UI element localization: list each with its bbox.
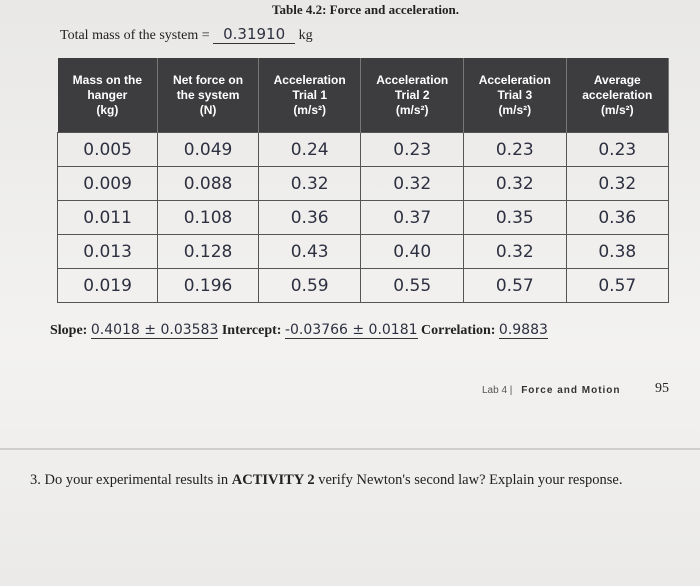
table-cell: 0.55 [360, 268, 464, 303]
page-number: 95 [655, 381, 669, 396]
table-cell: 0.38 [565, 234, 670, 269]
intercept-label: Intercept: [221, 323, 282, 338]
header-line: hanger [87, 87, 128, 102]
header-row: Mass on the hanger (kg) Net force on the sys… [57, 58, 670, 133]
table-cell: 0.35 [463, 200, 567, 235]
table-cell: 0.57 [463, 268, 567, 303]
lab-number: Lab 4 [482, 385, 508, 396]
table-cell: 0.32 [463, 166, 567, 201]
header-line: (N) [199, 102, 217, 117]
table-cell: 0.019 [56, 268, 159, 303]
table-cell: 0.196 [157, 268, 259, 303]
caption: Table 4.2: Force and acceleration. [272, 2, 460, 17]
table-cell: 0.23 [360, 132, 464, 167]
slope-label: Slope: [50, 323, 88, 338]
question-emphasis: ACTIVITY 2 [231, 472, 315, 488]
header-line: (kg) [96, 102, 119, 117]
header-line: (m/s²) [293, 102, 326, 117]
header-cell: Average acceleration (m/s²) [566, 58, 670, 133]
data-table: Mass on the hanger (kg) Net force on the sys… [56, 58, 670, 303]
header-line: acceleration [582, 87, 653, 102]
table-cell: 0.088 [157, 166, 259, 201]
header-line: Mass on the [72, 72, 143, 87]
header-line: Trial 2 [394, 87, 430, 102]
mass-unit: kg [298, 28, 313, 43]
header-line: Acceleration [478, 72, 551, 87]
table-cell: 0.32 [463, 234, 567, 269]
table-cell: 0.005 [56, 132, 159, 167]
footer: Lab 4 | Force and Motion [482, 385, 621, 396]
table-cell: 0.43 [257, 234, 362, 269]
table-cell: 0.049 [157, 132, 259, 167]
slope-value: 0.4018 ± 0.03583 [90, 322, 219, 339]
header-line: (m/s²) [600, 102, 634, 117]
table-row: 0.009 0.088 0.32 0.32 0.32 0.32 [56, 166, 670, 201]
mass-value: 0.31910 [213, 25, 296, 44]
question-text: verify Newton's second law? Explain your… [314, 472, 623, 488]
table-cell: 0.57 [565, 268, 670, 303]
table-cell: 0.36 [565, 200, 670, 235]
table-row: 0.013 0.128 0.43 0.40 0.32 0.38 [56, 234, 670, 269]
table-row: 0.011 0.108 0.36 0.37 0.35 0.36 [56, 200, 670, 235]
correlation-label: Correlation: [421, 323, 496, 338]
header-cell: Acceleration Trial 1 (m/s²) [258, 58, 362, 133]
table-cell: 0.23 [463, 132, 567, 167]
fit-results: Slope: 0.4018 ± 0.03583 Intercept: -0.03… [50, 322, 548, 339]
header-cell: Mass on the hanger (kg) [57, 58, 159, 133]
intercept-value: -0.03766 ± 0.0181 [284, 322, 418, 339]
header-line: (m/s²) [395, 102, 429, 117]
header-cell: Acceleration Trial 2 (m/s²) [360, 58, 464, 133]
table-body: 0.005 0.049 0.24 0.23 0.23 0.23 0.009 0.088 0.32… [56, 132, 670, 303]
table-cell: 0.009 [56, 166, 159, 201]
header-line: Trial 3 [497, 87, 533, 102]
header-line: Net force on [173, 72, 244, 87]
question-text: Do your experimental results in [44, 472, 232, 488]
header-cell: Net force on the system (N) [157, 58, 259, 133]
table-cell: 0.011 [56, 200, 159, 235]
table-cell: 0.59 [257, 268, 362, 303]
table-row: 0.019 0.196 0.59 0.55 0.57 0.57 [56, 268, 670, 303]
header-line: Average [593, 72, 641, 87]
header-cell: Acceleration Trial 3 (m/s²) [463, 58, 567, 133]
lab-title: Force and Motion [521, 385, 621, 396]
table-row: 0.005 0.049 0.24 0.23 0.23 0.23 [56, 132, 670, 167]
table-cell: 0.32 [360, 166, 464, 201]
table-cell: 0.40 [360, 234, 464, 269]
table-cell: 0.32 [257, 166, 362, 201]
total-mass: Total mass of the system = 0.31910 kg [60, 25, 313, 44]
question: 3. Do your experimental results in ACTIV… [30, 472, 622, 489]
table-cell: 0.32 [565, 166, 670, 201]
table-cell: 0.23 [565, 132, 670, 167]
mass-label: Total mass of the system = [60, 28, 210, 43]
table-cell: 0.128 [157, 234, 259, 269]
page-break [0, 448, 700, 450]
table-cell: 0.24 [257, 132, 362, 167]
table-cell: 0.37 [360, 200, 464, 235]
header-line: Acceleration [376, 72, 449, 87]
table-cell: 0.013 [56, 234, 159, 269]
header-line: Trial 1 [292, 87, 327, 102]
question-number: 3. [30, 472, 41, 488]
header-line: the system [176, 87, 240, 102]
header-line: (m/s²) [498, 102, 532, 117]
table-cell: 0.36 [257, 200, 362, 235]
header-line: Acceleration [273, 72, 346, 87]
correlation-value: 0.9883 [498, 322, 548, 339]
table-cell: 0.108 [157, 200, 259, 235]
